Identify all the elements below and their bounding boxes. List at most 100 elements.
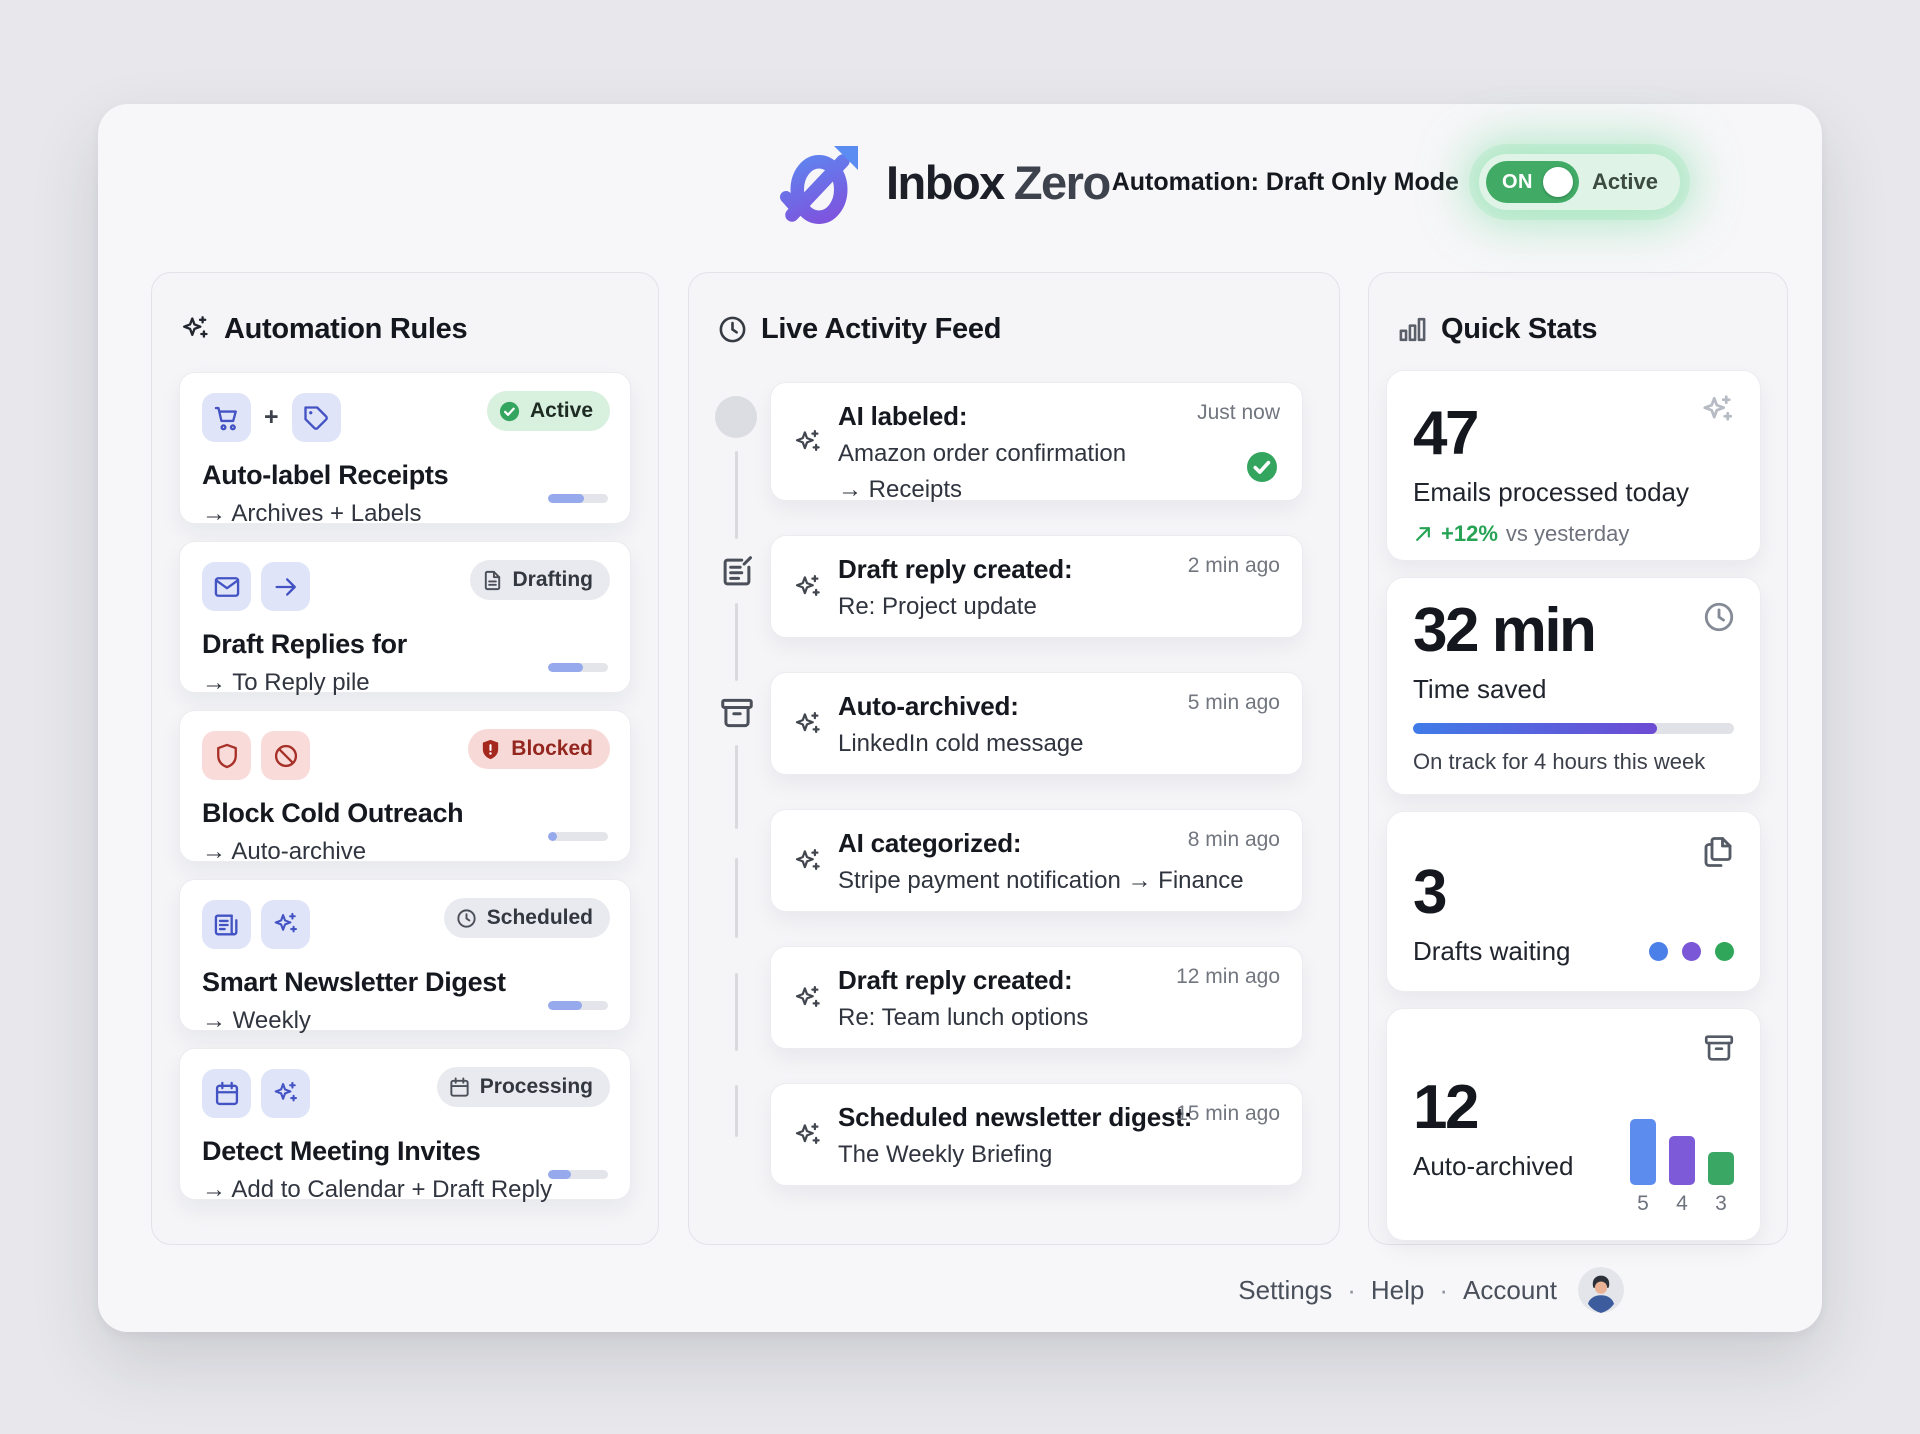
shield-alert-icon [479, 738, 502, 761]
feed-item-title: AI categorized: [838, 828, 1022, 858]
automation-rules-title: Automation Rules [224, 313, 468, 345]
avatar[interactable] [1578, 1267, 1624, 1313]
quick-stats-header: Quick Stats [1369, 273, 1787, 346]
toggle-switch[interactable]: ON [1485, 161, 1579, 203]
automation-mode-label: Automation: Draft Only Mode [1111, 167, 1459, 196]
rule-card-smart-newsletter-digest[interactable]: Scheduled Smart Newsletter Digest → Week… [179, 879, 631, 1034]
clock-icon [1702, 600, 1736, 634]
stat-note: On track for 4 hours this week [1413, 749, 1706, 774]
feed-item[interactable]: Draft reply created: Re: Team lunch opti… [770, 946, 1303, 1049]
feed-item-detail: Stripe payment notification → Finance [838, 867, 1244, 894]
rule-badge-label: Processing [479, 1075, 593, 1098]
rule-card-detect-meeting-invites[interactable]: Processing Detect Meeting Invites → Add … [179, 1048, 631, 1203]
bar-label: 3 [1715, 1192, 1727, 1215]
footer-link-help[interactable]: Help [1370, 1274, 1425, 1305]
feed-item-title: Draft reply created: [838, 554, 1073, 584]
toggle-knob[interactable] [1542, 167, 1573, 197]
feed-item-detail: Amazon order confirmation [838, 440, 1127, 467]
stat-card-drafts-waiting: 3 Drafts waiting [1386, 811, 1761, 992]
trend-value: +12% [1441, 521, 1498, 546]
dot-green [1715, 942, 1734, 961]
footer: Settings · Help · Account [1238, 1267, 1624, 1313]
rule-icons: + [202, 393, 608, 442]
footer-link-account[interactable]: Account [1463, 1274, 1557, 1305]
rule-progress [548, 494, 608, 503]
file-text-icon [481, 569, 504, 592]
rule-badge-label: Scheduled [486, 906, 593, 929]
archive-icon [718, 694, 756, 732]
rule-card-draft-replies[interactable]: Drafting Draft Replies for → To Reply pi… [179, 541, 631, 696]
logo[interactable]: Inbox Zero [774, 134, 1111, 230]
bar [1669, 1136, 1695, 1185]
clock-icon [717, 314, 748, 345]
rule-progress [548, 663, 608, 672]
bar-group: 4 [1669, 1136, 1695, 1216]
feed-item-time: 5 min ago [1187, 691, 1280, 714]
mail-icon [202, 562, 251, 611]
app-title: Inbox Zero [886, 155, 1111, 210]
rule-action: → Archives + Labels [202, 500, 422, 527]
feed-item-detail: The Weekly Briefing [838, 1141, 1053, 1168]
activity-feed-title: Live Activity Feed [761, 313, 1002, 345]
automation-control: Automation: Draft Only Mode ON Active [1112, 154, 1680, 210]
calendar-icon [202, 1069, 251, 1118]
bar-label: 4 [1676, 1192, 1688, 1215]
stat-value: 47 [1413, 399, 1479, 468]
sparkles-icon [793, 1105, 823, 1167]
feed-item[interactable]: Draft reply created: Re: Project update … [770, 535, 1303, 638]
feed-item-title: Scheduled newsletter digest: [838, 1102, 1193, 1132]
clock-icon [455, 907, 478, 930]
rule-title: Draft Replies for [202, 629, 407, 659]
sparkles-icon [793, 404, 823, 482]
feed-item-detail: Re: Project update [838, 593, 1037, 620]
footer-link-settings[interactable]: Settings [1238, 1274, 1333, 1305]
rule-title: Detect Meeting Invites [202, 1136, 481, 1166]
timeline-line-segment [735, 603, 738, 681]
feed-item-title: Draft reply created: [838, 965, 1073, 995]
rule-card-auto-label-receipts[interactable]: + Active Auto-label Receipts → Archives … [179, 372, 631, 527]
app-title-primary: Inbox [886, 155, 1005, 209]
icon-joiner: + [264, 403, 279, 431]
rule-progress [548, 832, 608, 841]
footer-separator: · [1439, 1274, 1449, 1305]
quick-stats-panel: Quick Stats 47 Emails processed today +1… [1368, 272, 1788, 1245]
feed-item[interactable]: AI labeled: Amazon order confirmation → … [770, 382, 1303, 503]
sparkles-icon [793, 831, 823, 893]
stats-list: 47 Emails processed today +12% vs yester… [1386, 370, 1761, 1241]
feed-item[interactable]: Auto-archived: LinkedIn cold message 5 m… [770, 672, 1303, 775]
rules-list: + Active Auto-label Receipts → Archives … [179, 372, 631, 1203]
feed-item[interactable]: Scheduled newsletter digest: The Weekly … [770, 1083, 1303, 1186]
rule-badge-label: Active [529, 399, 593, 422]
rule-title: Smart Newsletter Digest [202, 967, 506, 997]
stat-card-auto-archived: 12 Auto-archived 5 4 3 [1386, 1008, 1761, 1241]
activity-feed-panel: Live Activity Feed AI [688, 272, 1340, 1245]
check-circle-icon [1244, 449, 1280, 485]
sparkles-icon [793, 557, 823, 619]
automation-toggle[interactable]: ON Active [1478, 154, 1680, 210]
sparkles-icon [261, 1069, 310, 1118]
rule-title: Block Cold Outreach [202, 798, 464, 828]
rule-progress [548, 1170, 608, 1179]
rule-action: → Weekly [202, 1007, 311, 1034]
feed-item-time: 15 min ago [1176, 1102, 1280, 1125]
stat-value: 32 min [1413, 596, 1597, 665]
rule-progress-fill [548, 1170, 571, 1179]
trend-up-icon [1413, 524, 1433, 544]
feed-item-time: 8 min ago [1187, 828, 1280, 851]
feed-item[interactable]: AI categorized: Stripe payment notificat… [770, 809, 1303, 912]
automation-rules-panel: Automation Rules + [151, 272, 659, 1245]
app-title-secondary: Zero [1013, 155, 1111, 209]
bar-chart-icon [1397, 314, 1428, 345]
dot-blue [1649, 942, 1668, 961]
rule-card-block-cold-outreach[interactable]: Blocked Block Cold Outreach → Auto-archi… [179, 710, 631, 865]
feed-item-detail: Re: Team lunch options [838, 1004, 1089, 1031]
rule-action: → To Reply pile [202, 669, 370, 696]
activity-feed-header: Live Activity Feed [689, 273, 1339, 346]
stat-label: Drafts waiting [1413, 936, 1571, 966]
rule-action: → Add to Calendar + Draft Reply [202, 1176, 553, 1203]
archive-box-icon [1702, 1031, 1736, 1065]
sparkles-icon [180, 314, 211, 345]
arrow-right-icon [261, 562, 310, 611]
timeline-line-segment [735, 451, 738, 539]
file-pen-icon [718, 553, 756, 591]
